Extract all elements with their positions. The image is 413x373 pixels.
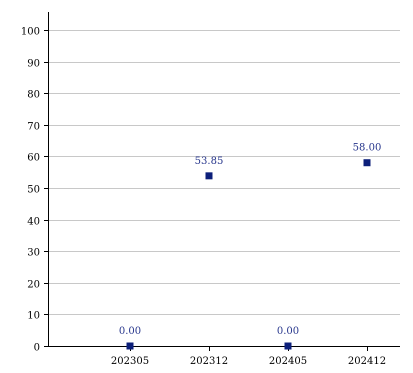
- y-tick-label: 100: [21, 27, 40, 38]
- y-tick-label: 20: [27, 280, 40, 291]
- y-tick-label: 10: [27, 311, 40, 322]
- x-tick-labels: 202305 202312 202405 202412: [111, 356, 386, 367]
- y-tick-label: 90: [27, 59, 40, 70]
- y-tick-label: 30: [27, 248, 40, 259]
- x-tick-label: 202405: [269, 356, 307, 367]
- y-tick-label: 50: [27, 185, 40, 196]
- data-label-202412: 58.00: [353, 143, 382, 154]
- axes: [44, 12, 400, 351]
- data-points: [126, 159, 371, 350]
- x-tick-label: 202305: [111, 356, 149, 367]
- data-point-202312: [205, 172, 213, 180]
- x-tick-label: 202412: [348, 356, 386, 367]
- x-tick-label: 202312: [190, 356, 228, 367]
- data-label-202405: 0.00: [277, 326, 299, 337]
- y-tick-label: 60: [27, 153, 40, 164]
- data-point-202405: [284, 342, 292, 350]
- data-labels: 0.00 53.85 0.00 58.00: [119, 143, 381, 337]
- y-tick-label: 40: [27, 217, 40, 228]
- y-tick-label: 80: [27, 90, 40, 101]
- y-tick-label: 0: [34, 343, 40, 354]
- y-tick-labels: 0 10 20 30 40 50 60 70 80 90 100: [21, 27, 40, 354]
- y-tick-label: 70: [27, 122, 40, 133]
- data-point-202412: [363, 159, 371, 167]
- data-label-202312: 53.85: [195, 156, 224, 167]
- data-point-202305: [126, 342, 134, 350]
- grid-lines: [48, 30, 400, 315]
- data-label-202305: 0.00: [119, 326, 141, 337]
